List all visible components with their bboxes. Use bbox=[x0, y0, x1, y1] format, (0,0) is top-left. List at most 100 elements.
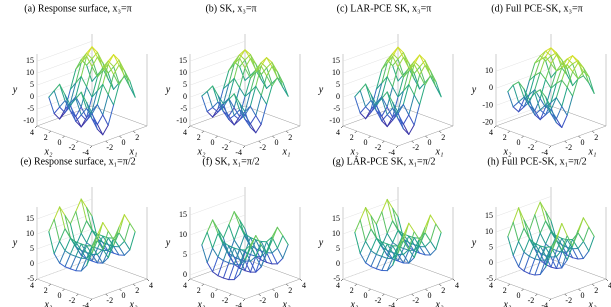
surface-mesh bbox=[523, 270, 530, 275]
surface-mesh bbox=[413, 73, 421, 90]
surface-mesh bbox=[228, 63, 235, 71]
z-axis-label: y bbox=[318, 237, 324, 248]
surface-mesh bbox=[228, 97, 235, 109]
surface-mesh bbox=[102, 230, 109, 250]
surface-mesh bbox=[588, 76, 595, 94]
surface-mesh bbox=[107, 239, 115, 259]
y-tick-label: 4 bbox=[30, 128, 34, 137]
surface-mesh bbox=[228, 245, 235, 258]
surface-mesh bbox=[402, 248, 410, 256]
surface-mesh bbox=[534, 71, 541, 91]
surface-mesh bbox=[402, 240, 410, 250]
surface-mesh bbox=[249, 105, 257, 117]
surface-mesh bbox=[239, 57, 246, 69]
surface-mesh bbox=[86, 46, 93, 57]
tick-mark bbox=[242, 145, 246, 149]
surface-mesh bbox=[260, 240, 268, 254]
surface-mesh bbox=[96, 70, 104, 78]
surface-mesh bbox=[534, 248, 541, 261]
y-tick-label: 4 bbox=[30, 281, 34, 290]
surface-mesh bbox=[255, 65, 262, 73]
surface-mesh bbox=[545, 220, 552, 233]
surface-mesh bbox=[588, 235, 595, 252]
axis-edge bbox=[550, 258, 607, 280]
surface-mesh bbox=[528, 255, 536, 260]
surface-mesh bbox=[96, 233, 104, 244]
surface-mesh bbox=[402, 56, 410, 69]
surface-mesh bbox=[523, 238, 530, 253]
surface-mesh bbox=[233, 93, 241, 104]
tick-mark bbox=[578, 135, 581, 139]
surface-mesh bbox=[239, 224, 246, 235]
surface-mesh bbox=[91, 46, 98, 58]
tick-mark bbox=[425, 135, 428, 139]
surface-mesh bbox=[69, 255, 77, 270]
surface-mesh bbox=[249, 255, 257, 273]
tick-mark bbox=[286, 130, 289, 134]
surface-mesh bbox=[550, 256, 557, 269]
surface-mesh bbox=[429, 240, 437, 250]
surface-mesh bbox=[413, 104, 421, 126]
surface-mesh bbox=[80, 243, 88, 253]
surface-mesh bbox=[572, 229, 579, 247]
surface-mesh bbox=[419, 237, 426, 248]
axis-edge bbox=[244, 258, 301, 280]
surface-mesh bbox=[222, 241, 230, 254]
surface-mesh bbox=[561, 251, 568, 269]
y-tick-label: 4 bbox=[183, 128, 187, 137]
surface-mesh bbox=[249, 58, 257, 71]
surface-mesh bbox=[408, 222, 415, 233]
surface-mesh bbox=[80, 257, 88, 272]
surface-mesh bbox=[375, 211, 383, 225]
tick-mark bbox=[493, 278, 497, 282]
surface-mesh bbox=[222, 241, 230, 247]
surface-mesh bbox=[53, 90, 61, 108]
surface-mesh bbox=[523, 227, 530, 240]
x-axis-label: x₁ bbox=[435, 146, 444, 157]
surface-mesh bbox=[550, 250, 557, 268]
tick-mark bbox=[105, 293, 108, 297]
surface-mesh bbox=[359, 219, 367, 242]
surface-mesh bbox=[381, 96, 388, 108]
z-tick-label: -10 bbox=[329, 116, 340, 125]
grid-line bbox=[342, 213, 399, 235]
surface-mesh bbox=[96, 104, 104, 116]
surface-mesh bbox=[512, 106, 520, 113]
surface-mesh bbox=[228, 263, 235, 281]
z-axis-label: y bbox=[165, 237, 171, 248]
tick-mark bbox=[62, 288, 65, 292]
surface-mesh bbox=[102, 124, 109, 136]
surface-mesh bbox=[107, 72, 115, 90]
tick-mark bbox=[272, 135, 275, 139]
z-tick-label: 10 bbox=[179, 230, 187, 239]
surface-mesh bbox=[217, 94, 224, 112]
surface-mesh bbox=[113, 66, 120, 84]
surface-mesh bbox=[217, 260, 224, 277]
surface-mesh bbox=[539, 89, 547, 106]
x-tick-label: 2 bbox=[594, 133, 598, 142]
surface-mesh bbox=[534, 59, 541, 64]
surface-mesh bbox=[365, 240, 372, 252]
tick-mark bbox=[286, 283, 289, 287]
surface-mesh bbox=[561, 114, 568, 128]
grid-line bbox=[189, 214, 246, 236]
surface-mesh bbox=[91, 104, 98, 115]
surface-mesh bbox=[386, 232, 394, 243]
surface-mesh bbox=[555, 63, 563, 72]
surface-mesh bbox=[555, 256, 563, 269]
axis-edge bbox=[189, 105, 246, 127]
surface-mesh bbox=[266, 57, 273, 68]
surface-mesh bbox=[249, 71, 257, 93]
surface-mesh bbox=[249, 244, 257, 257]
surface-mesh bbox=[244, 249, 251, 262]
surface-mesh bbox=[113, 237, 120, 248]
surface-mesh bbox=[518, 227, 525, 242]
surface-mesh bbox=[550, 54, 557, 65]
surface-mesh bbox=[561, 105, 568, 116]
tick-mark bbox=[48, 283, 51, 287]
surface-mesh bbox=[577, 257, 584, 260]
surface-mesh bbox=[550, 63, 557, 72]
surface-mesh bbox=[566, 63, 574, 70]
surface-mesh bbox=[86, 220, 93, 231]
surface-mesh bbox=[96, 83, 104, 92]
